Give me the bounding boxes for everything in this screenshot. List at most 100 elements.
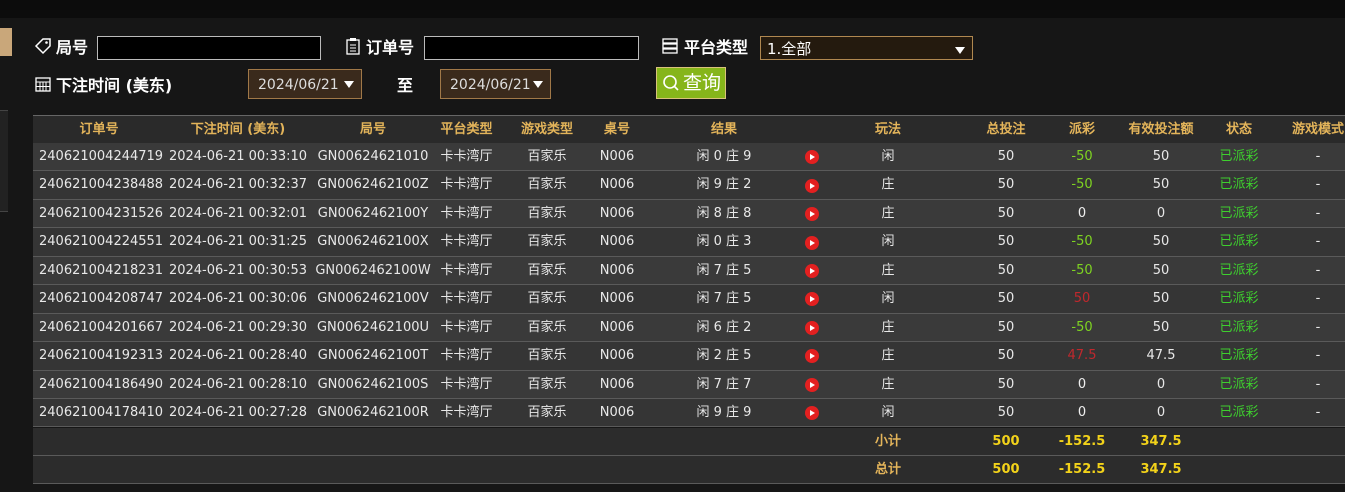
- clipboard-icon: [346, 38, 360, 55]
- video-icon[interactable]: [805, 207, 819, 222]
- cell: 闲 0 庄 3: [696, 234, 752, 250]
- cell: 卡卡湾厅: [440, 319, 493, 335]
- cell: 闲 7 庄 5: [696, 262, 752, 278]
- subtotal-bet: 500: [992, 433, 1020, 449]
- cell: 庄: [881, 262, 895, 278]
- header-cell: 结果: [710, 122, 737, 137]
- date-to-value: 2024/06/21: [450, 77, 531, 93]
- cell: 卡卡湾厅: [440, 205, 493, 221]
- total-row: 总计 500 -152.5 347.5: [33, 455, 1345, 485]
- video-icon[interactable]: [805, 377, 819, 392]
- total-payout: -152.5: [1058, 461, 1106, 477]
- icon-play: [810, 353, 815, 360]
- cell: N006: [599, 149, 635, 164]
- cell: 已派彩: [1219, 291, 1259, 307]
- time-label: 下注时间 (美东): [56, 76, 173, 95]
- header-cell: 总投注: [986, 122, 1026, 137]
- header-cell: 状态: [1225, 122, 1252, 137]
- cell: 50: [997, 319, 1015, 335]
- cell: -50: [1071, 234, 1093, 250]
- cell: N006: [599, 205, 635, 221]
- cell: -: [1315, 405, 1321, 421]
- cell: 2024-06-21 00:33:10: [168, 149, 308, 164]
- cell: 240621004186490: [39, 376, 164, 392]
- header-cell: 游戏模式: [1291, 122, 1344, 137]
- icon-play: [810, 296, 815, 303]
- cell: -: [1315, 376, 1321, 392]
- cell: 已派彩: [1219, 177, 1259, 193]
- cell: 庄: [881, 376, 895, 392]
- cell: 闲: [881, 405, 895, 421]
- video-icon[interactable]: [805, 150, 819, 165]
- video-icon[interactable]: [805, 235, 819, 250]
- cell: 240621004192313: [39, 348, 164, 364]
- cell: 卡卡湾厅: [440, 262, 493, 278]
- cell: 百家乐: [527, 149, 567, 164]
- platform-select[interactable]: 1.全部: [760, 36, 973, 60]
- query-button[interactable]: 查询: [656, 67, 726, 99]
- tag-icon: [34, 38, 51, 55]
- cell: 240621004201667: [39, 319, 164, 335]
- cell: 百家乐: [527, 348, 567, 364]
- cell: 卡卡湾厅: [440, 234, 493, 250]
- cell: GN0062462100V: [317, 291, 429, 307]
- video-icon[interactable]: [805, 264, 819, 279]
- header-cell: 订单号: [79, 122, 119, 137]
- cell: 庄: [881, 205, 895, 221]
- cell: GN0062462100R: [317, 405, 429, 421]
- cell: 2024-06-21 00:32:37: [168, 177, 308, 193]
- cell: 卡卡湾厅: [440, 291, 493, 307]
- cell: N006: [599, 262, 635, 278]
- cell: N006: [599, 319, 635, 335]
- cell: 50: [997, 205, 1015, 221]
- cell: 卡卡湾厅: [440, 149, 493, 164]
- icon-play: [810, 239, 815, 246]
- header-cell: 有效投注额: [1128, 122, 1194, 137]
- cell: 50: [997, 262, 1015, 278]
- cell: N006: [599, 177, 635, 193]
- side-strip: [0, 110, 8, 212]
- cell: 50: [1152, 149, 1170, 164]
- cell: 50: [1152, 234, 1170, 250]
- round-label: 局号: [56, 38, 89, 57]
- video-icon[interactable]: [805, 406, 819, 421]
- video-icon[interactable]: [805, 320, 819, 335]
- icon-play: [810, 381, 815, 388]
- cell: 240621004178410: [39, 405, 164, 421]
- subtotal-payout: -152.5: [1058, 433, 1106, 449]
- cell: N006: [599, 405, 635, 421]
- cell: 50: [997, 234, 1015, 250]
- cell: N006: [599, 291, 635, 307]
- video-icon[interactable]: [805, 349, 819, 364]
- cell: 2024-06-21 00:32:01: [168, 205, 308, 221]
- to-label: 至: [397, 76, 414, 95]
- cell: 2024-06-21 00:28:40: [168, 348, 308, 364]
- header-cell: 局号: [359, 122, 386, 137]
- cell: 50: [997, 177, 1015, 193]
- dropdown-arrow: [955, 47, 965, 54]
- order-input[interactable]: [424, 36, 639, 60]
- date-from[interactable]: 2024/06/21: [248, 69, 362, 99]
- cell: 240621004208747: [39, 291, 164, 307]
- date-to[interactable]: 2024/06/21: [440, 69, 551, 99]
- top-bar: [0, 0, 1345, 18]
- video-icon[interactable]: [805, 178, 819, 193]
- cell: 闲 7 庄 7: [696, 376, 752, 392]
- cell: 已派彩: [1219, 234, 1259, 250]
- cell: 已派彩: [1219, 405, 1259, 421]
- cell: 卡卡湾厅: [440, 177, 493, 193]
- date-from-value: 2024/06/21: [258, 77, 339, 93]
- cell: 百家乐: [527, 291, 567, 307]
- cell: GN0062462100U: [316, 319, 430, 335]
- side-tab: [0, 28, 12, 56]
- cell: 百家乐: [527, 319, 567, 335]
- cell: 0: [1156, 405, 1166, 421]
- order-label: 订单号: [366, 38, 415, 57]
- cell: -: [1315, 205, 1321, 221]
- total-bet: 500: [992, 461, 1020, 477]
- header-cell: 玩法: [874, 122, 901, 137]
- round-input[interactable]: [97, 36, 321, 60]
- video-icon[interactable]: [805, 292, 819, 307]
- cell: 闲 0 庄 9: [696, 149, 752, 164]
